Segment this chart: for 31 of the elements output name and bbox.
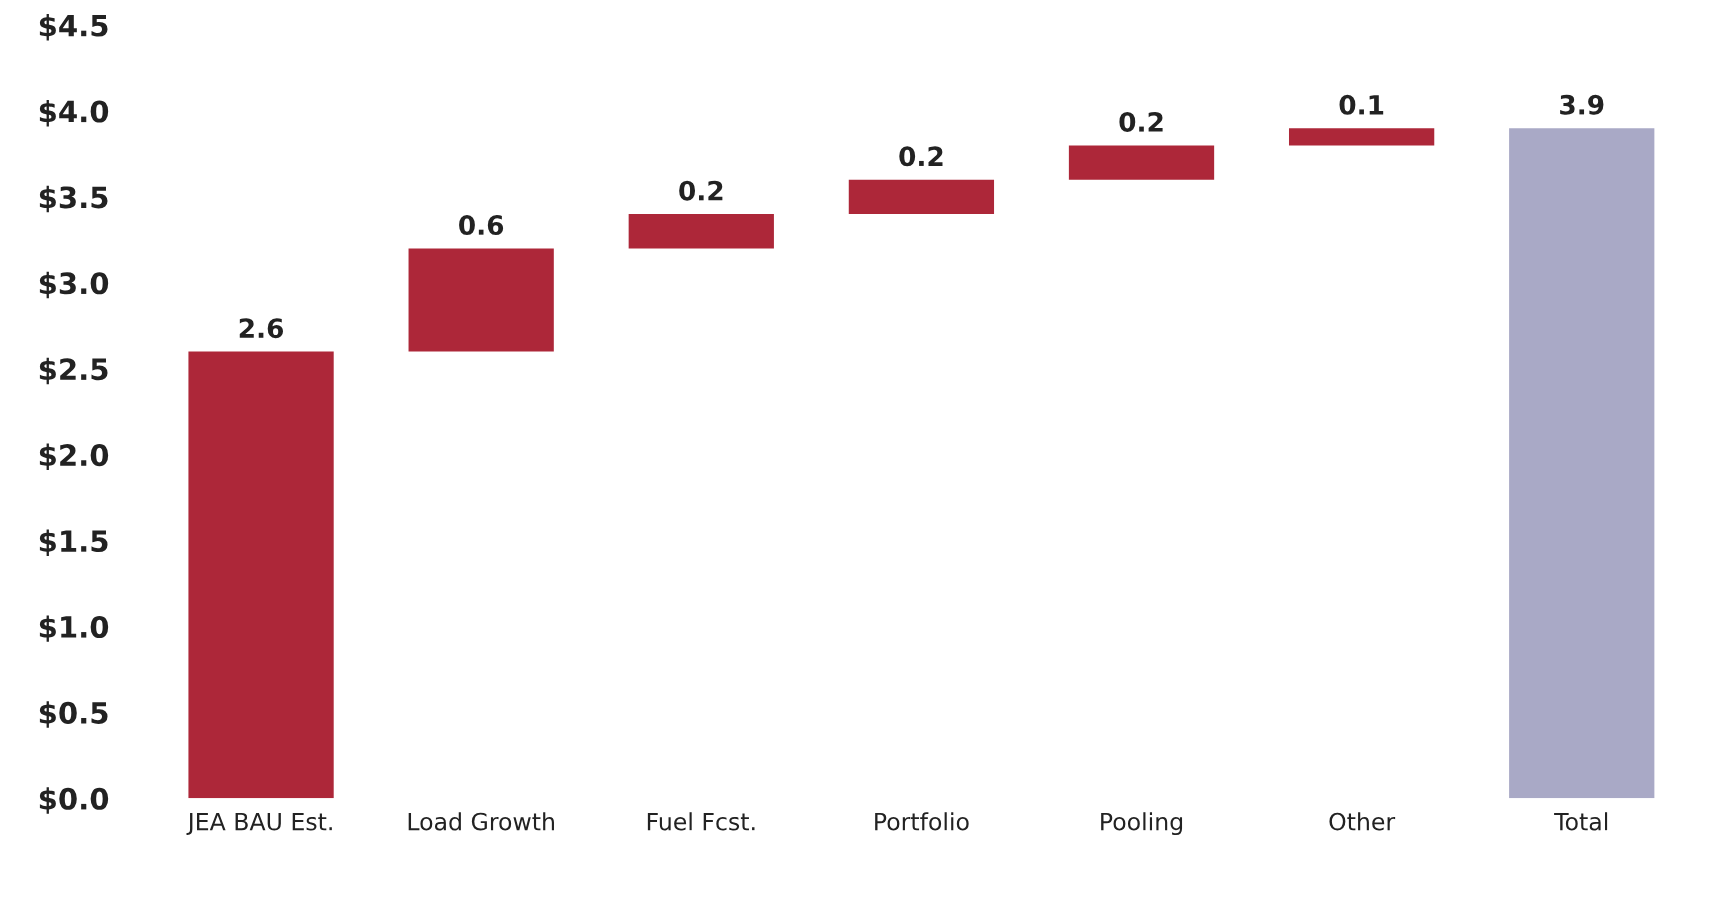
data-label: 0.1: [1339, 94, 1384, 115]
x-tick-label: Pooling: [1101, 812, 1183, 836]
data-label: 0.6: [459, 215, 504, 236]
data-label: 0.2: [679, 180, 723, 201]
bar: [408, 248, 554, 352]
y-tick-label: $1.0: [39, 615, 109, 642]
bar: [188, 351, 334, 799]
y-tick-label: $1.5: [39, 529, 108, 556]
x-tick-label: Load Growth: [408, 812, 554, 831]
data-label: 0.2: [899, 146, 943, 167]
x-tick-label: JEA BAU Est.: [186, 812, 332, 835]
bar: [1068, 145, 1215, 180]
data-label: 0.2: [1119, 111, 1163, 132]
y-tick-label: $4.0: [39, 99, 109, 127]
data-label: 3.9: [1560, 94, 1604, 115]
y-tick-label: $2.5: [39, 357, 108, 385]
y-tick-label: $3.0: [39, 271, 109, 299]
bar: [628, 214, 774, 249]
bar: [848, 179, 995, 215]
y-tick-label: $3.5: [39, 185, 108, 213]
y-tick-label: $0.0: [39, 787, 109, 814]
y-tick-label: $4.5: [39, 14, 108, 41]
bar: [1509, 128, 1655, 799]
data-label: 2.6: [239, 318, 284, 339]
x-tick-label: Fuel Fcst.: [647, 812, 755, 831]
y-tick-label: $0.5: [39, 701, 108, 728]
x-tick-label: Total: [1554, 812, 1608, 831]
y-tick-label: $2.0: [39, 443, 109, 471]
bar: [1288, 128, 1435, 146]
x-tick-label: Other: [1329, 812, 1396, 831]
x-tick-label: Portfolio: [875, 812, 969, 831]
